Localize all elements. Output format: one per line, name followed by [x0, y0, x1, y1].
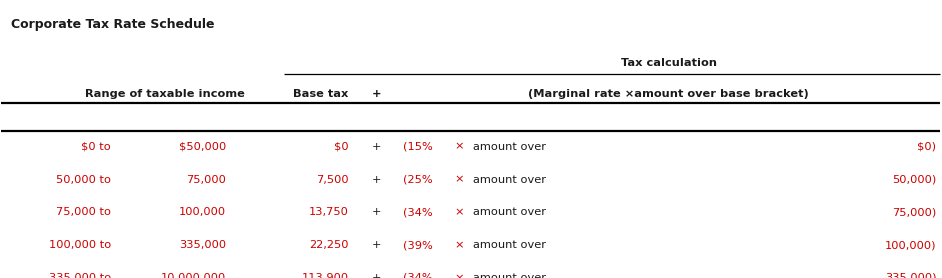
Text: ×: ×	[454, 240, 463, 250]
Text: 100,000 to: 100,000 to	[49, 240, 111, 250]
Text: 75,000): 75,000)	[892, 207, 936, 217]
Text: (34%: (34%	[403, 207, 432, 217]
Text: +: +	[372, 207, 382, 217]
Text: amount over: amount over	[473, 175, 545, 185]
Text: +: +	[372, 89, 382, 99]
Text: 13,750: 13,750	[309, 207, 349, 217]
Text: Range of taxable income: Range of taxable income	[85, 89, 245, 99]
Text: (34%: (34%	[403, 273, 432, 278]
Text: +: +	[372, 240, 382, 250]
Text: (39%: (39%	[403, 240, 433, 250]
Text: 50,000): 50,000)	[892, 175, 936, 185]
Text: $50,000: $50,000	[179, 142, 226, 152]
Text: ×: ×	[454, 142, 463, 152]
Text: Corporate Tax Rate Schedule: Corporate Tax Rate Schedule	[11, 18, 215, 31]
Text: ×: ×	[454, 175, 463, 185]
Text: (25%: (25%	[403, 175, 432, 185]
Text: 335,000: 335,000	[179, 240, 226, 250]
Text: $0): $0)	[918, 142, 936, 152]
Text: +: +	[372, 273, 382, 278]
Text: amount over: amount over	[473, 207, 545, 217]
Text: +: +	[372, 142, 382, 152]
Text: (15%: (15%	[403, 142, 433, 152]
Text: (Marginal rate ×amount over base bracket): (Marginal rate ×amount over base bracket…	[528, 89, 809, 99]
Text: 335,000): 335,000)	[885, 273, 936, 278]
Text: $0 to: $0 to	[81, 142, 111, 152]
Text: 113,900: 113,900	[301, 273, 349, 278]
Text: Base tax: Base tax	[293, 89, 349, 99]
Text: 100,000): 100,000)	[885, 240, 936, 250]
Text: amount over: amount over	[473, 142, 545, 152]
Text: amount over: amount over	[473, 240, 545, 250]
Text: Tax calculation: Tax calculation	[621, 58, 717, 68]
Text: +: +	[372, 175, 382, 185]
Text: ×: ×	[454, 207, 463, 217]
Text: 7,500: 7,500	[316, 175, 349, 185]
Text: 100,000: 100,000	[179, 207, 226, 217]
Text: 10,000,000: 10,000,000	[161, 273, 226, 278]
Text: amount over: amount over	[473, 273, 545, 278]
Text: $0: $0	[333, 142, 349, 152]
Text: 50,000 to: 50,000 to	[57, 175, 111, 185]
Text: 335,000 to: 335,000 to	[49, 273, 111, 278]
Text: ×: ×	[454, 273, 463, 278]
Text: 75,000 to: 75,000 to	[57, 207, 111, 217]
Text: 75,000: 75,000	[187, 175, 226, 185]
Text: 22,250: 22,250	[309, 240, 349, 250]
